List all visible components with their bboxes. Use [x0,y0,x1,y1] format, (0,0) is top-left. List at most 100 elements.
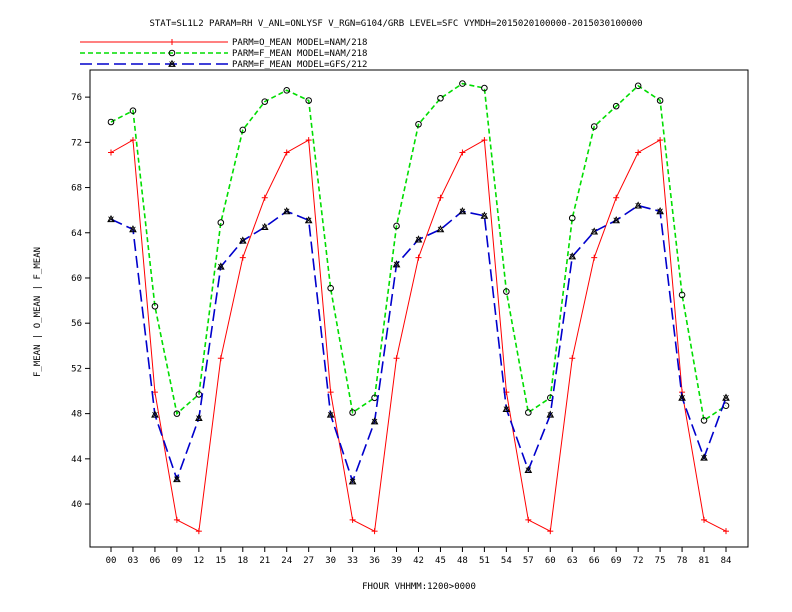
marker-cross-b [723,395,729,401]
marker-triangle [414,235,423,243]
data-point [678,393,686,401]
marker-cross-b [240,237,246,244]
data-point [304,216,313,224]
x-axis-label: FHOUR VHHMM:1200>0000 [362,582,476,592]
x-tick-label: 27 [303,556,314,566]
marker-triangle [304,216,313,224]
marker-cross-b [591,228,597,235]
data-point [195,528,202,535]
y-tick-label: 44 [71,455,82,465]
y-tick-label: 76 [71,93,82,103]
data-point [612,102,620,110]
y-tick-label: 52 [71,364,82,374]
marker-cross-b [459,208,466,215]
x-tick-label: 69 [611,556,622,566]
data-point [700,417,708,424]
data-point [436,225,445,233]
data-point [568,214,576,222]
marker-cross-b [283,208,290,215]
marker-triangle [107,214,115,223]
marker-cross-b [130,226,136,233]
data-point [459,149,466,156]
y-tick-label: 72 [71,138,82,148]
data-point [168,49,176,57]
data-point [481,137,488,144]
data-point [635,149,642,156]
data-point [701,516,708,523]
marker-cross-b [437,226,444,233]
data-point [305,137,312,144]
x-tick-label: 45 [435,556,446,566]
x-tick-label: 03 [128,556,139,566]
marker-cross-b [218,263,224,270]
x-tick-label: 63 [567,556,578,566]
legend-label: PARM=F_MEAN MODEL=GFS/212 [232,60,367,70]
x-tick-label: 00 [106,556,117,566]
y-tick-label: 60 [71,274,82,284]
x-tick-label: 36 [369,556,380,566]
data-point [415,120,422,128]
marker-triangle [168,59,176,67]
marker-triangle [568,252,577,260]
marker-triangle [458,207,467,215]
legend-label: PARM=F_MEAN MODEL=NAM/218 [232,49,367,59]
data-point [481,84,488,92]
x-tick-label: 66 [589,556,600,566]
marker-triangle [282,207,291,215]
marker-cross-b [481,213,488,219]
marker-triangle [392,260,401,268]
data-point [590,123,598,130]
data-point [129,107,137,114]
series-layer [107,80,730,535]
series-line [110,82,727,422]
x-tick-label: 18 [237,556,248,566]
data-point [656,207,664,215]
data-point [217,219,225,226]
data-point [216,262,225,270]
marker-triangle [348,477,357,485]
x-tick-label: 48 [457,556,468,566]
marker-cross-b [327,411,334,418]
data-point [239,126,247,134]
data-point [371,528,378,535]
data-point [656,97,664,104]
data-point [173,410,181,417]
y-tick-label: 64 [71,229,82,239]
marker-cross-b [152,411,158,418]
marker-cross-b [349,478,356,485]
data-point [107,214,115,223]
data-point [437,94,444,102]
data-point [238,236,247,244]
data-point [414,235,423,243]
x-tick-label: 39 [391,556,402,566]
data-point [393,355,400,362]
x-tick-label: 06 [150,556,161,566]
y-tick-label: 40 [71,500,82,510]
marker-cross-b [415,236,422,243]
data-point [459,80,466,87]
marker-triangle [326,410,335,418]
data-point [261,98,269,105]
marker-triangle [370,417,379,425]
data-point [107,118,115,126]
x-tick-label: 81 [699,556,710,566]
data-point [415,254,422,261]
y-axis-label: F_MEAN | O_MEAN | F_MEAN [33,247,43,377]
chart-title: STAT=SL1L2 PARAM=RH V_ANL=ONLYSF V_RGN=G… [149,19,642,29]
data-point [546,410,555,418]
x-tick-label: 15 [215,556,226,566]
marker-cross-b [657,208,663,215]
marker-cross-b [503,406,510,412]
marker-triangle [546,410,555,418]
data-point [657,137,664,144]
data-point [168,59,176,67]
x-tick-label: 75 [655,556,666,566]
marker-cross-b [547,411,554,418]
x-tick-label: 33 [347,556,358,566]
series-line [110,139,727,532]
marker-triangle [634,201,642,209]
data-point [326,410,335,418]
data-point [700,453,708,461]
x-tick-label: 51 [479,556,490,566]
